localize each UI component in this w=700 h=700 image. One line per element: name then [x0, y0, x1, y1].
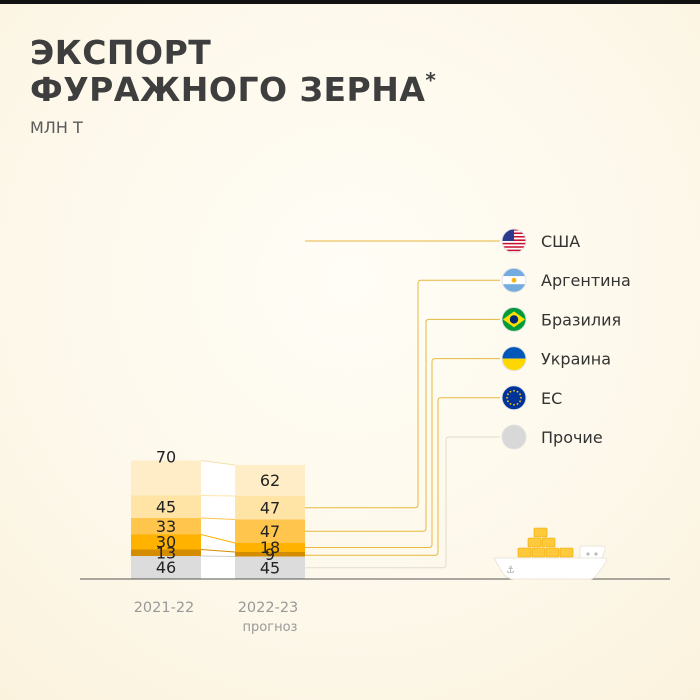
cargo-ship-icon: ⚓: [493, 527, 608, 580]
legend-label: Украина: [541, 350, 611, 369]
flow-line-top: [200, 460, 236, 466]
bar-segment-бразилия: [235, 519, 305, 543]
data-label-прочие: 46: [156, 558, 176, 577]
cargo-crate: [527, 537, 542, 548]
ship-cabin: [579, 545, 606, 559]
legend-label: США: [541, 232, 580, 251]
flow-band: [201, 460, 235, 579]
data-label-аргентина: 45: [156, 497, 176, 516]
legend: США Аргентина Бразилия Украина ЕС Прочие: [501, 228, 631, 450]
category-label: 2021-22: [134, 600, 195, 616]
gray-circle-icon: [501, 424, 527, 450]
data-label-украина: 30: [156, 533, 176, 552]
legend-item-аргентина: Аргентина: [501, 267, 631, 293]
usa-flag-icon: [501, 228, 527, 254]
units-subtitle: МЛН Т: [30, 118, 83, 137]
data-label-ес: 9: [265, 545, 275, 564]
cargo-crate: [531, 547, 546, 558]
brazil-flag-icon: [501, 306, 527, 332]
cargo-crate: [517, 547, 532, 558]
connector-прочие: [305, 436, 500, 569]
data-label-ес: 13: [156, 543, 176, 562]
category-note: прогноз: [243, 620, 298, 635]
data-label-прочие: 45: [260, 558, 280, 577]
legend-item-ес: ЕС: [501, 385, 562, 411]
page-title: ЭКСПОРТ ФУРАЖНОГО ЗЕРНА*: [30, 34, 436, 113]
bar-segment-бразилия: [131, 518, 201, 535]
legend-label: Аргентина: [541, 271, 631, 290]
connector-ес: [305, 397, 500, 556]
connector-бразилия: [305, 318, 500, 532]
ukraine-flag-icon: [501, 346, 527, 372]
category-label: 2022-23: [238, 600, 299, 616]
legend-item-украина: Украина: [501, 346, 611, 372]
title-footnote-mark: *: [425, 68, 437, 92]
bar-2022-23: [235, 465, 305, 579]
data-label-украина: 18: [260, 538, 280, 557]
flow-line-прочие: [200, 555, 236, 557]
legend-item-бразилия: Бразилия: [501, 306, 621, 332]
ship-porthole: [586, 552, 590, 556]
bar-segment-аргентина: [131, 495, 201, 518]
bar-segment-ес: [235, 552, 305, 557]
legend-label: Прочие: [541, 428, 603, 447]
bar-segment-аргентина: [235, 496, 305, 520]
connector-украина: [305, 358, 500, 548]
legend-item-сша: США: [501, 228, 580, 254]
connector-аргентина: [305, 279, 500, 509]
flow-line-украина: [200, 534, 236, 544]
data-label-бразилия: 33: [156, 517, 176, 536]
title-line-1: ЭКСПОРТ: [30, 33, 212, 72]
bar-2021-22: [131, 460, 201, 579]
data-label-сша: 70: [156, 448, 176, 467]
data-label-аргентина: 47: [260, 498, 280, 517]
flow-line-бразилия: [200, 517, 236, 520]
flow-line-ес: [200, 549, 236, 553]
eu-flag-icon: [501, 385, 527, 411]
argentina-flag-icon: [501, 267, 527, 293]
legend-item-прочие: Прочие: [501, 424, 603, 450]
bar-segment-ес: [131, 549, 201, 556]
connectors: [305, 240, 500, 569]
cargo-crate: [559, 547, 574, 558]
cargo-crate: [541, 537, 556, 548]
cargo-crate: [545, 547, 560, 558]
bar-segment-сша: [235, 465, 305, 496]
flow-line-аргентина: [200, 495, 236, 497]
flow-bands: [200, 460, 236, 579]
legend-label: Бразилия: [541, 310, 621, 329]
bar-segment-украина: [131, 534, 201, 550]
cargo-crate: [533, 527, 548, 538]
ship-porthole: [594, 552, 598, 556]
anchor-icon: ⚓: [506, 565, 515, 576]
bar-segment-прочие: [131, 556, 201, 579]
bar-segment-сша: [131, 460, 201, 496]
bar-segment-украина: [235, 543, 305, 552]
title-line-2-text: ФУРАЖНОГО ЗЕРНА: [30, 70, 426, 109]
data-label-сша: 62: [260, 471, 280, 490]
ship-hull: [493, 557, 608, 580]
top-border: [0, 0, 700, 4]
bar-segment-прочие: [235, 556, 305, 579]
title-line-2: ФУРАЖНОГО ЗЕРНА*: [30, 68, 437, 113]
legend-label: ЕС: [541, 389, 562, 408]
data-label-бразилия: 47: [260, 522, 280, 541]
